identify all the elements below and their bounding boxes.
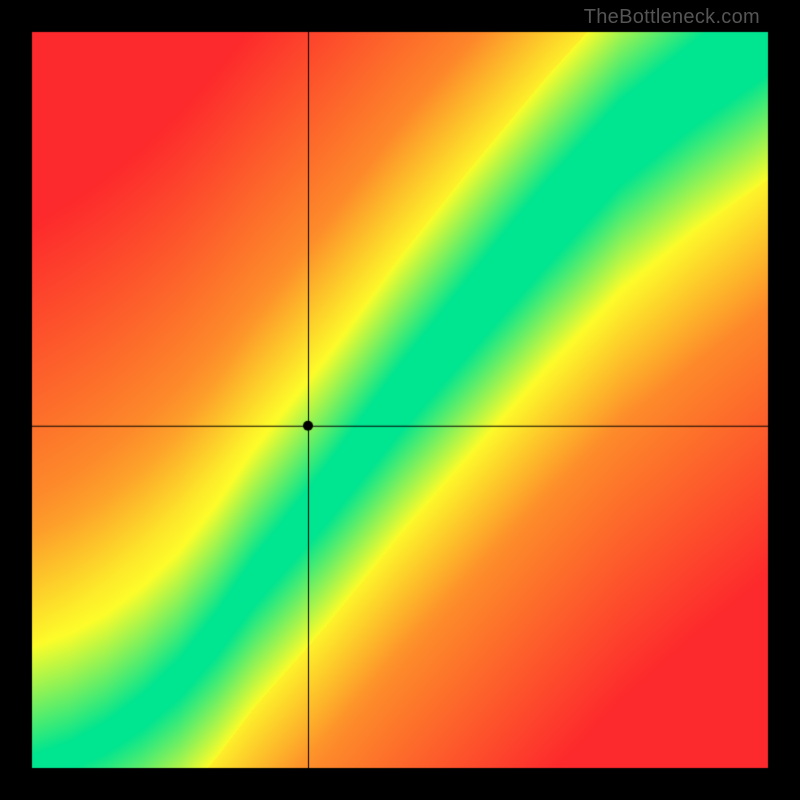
bottleneck-heatmap [0, 0, 800, 800]
watermark-text: TheBottleneck.com [584, 6, 760, 29]
